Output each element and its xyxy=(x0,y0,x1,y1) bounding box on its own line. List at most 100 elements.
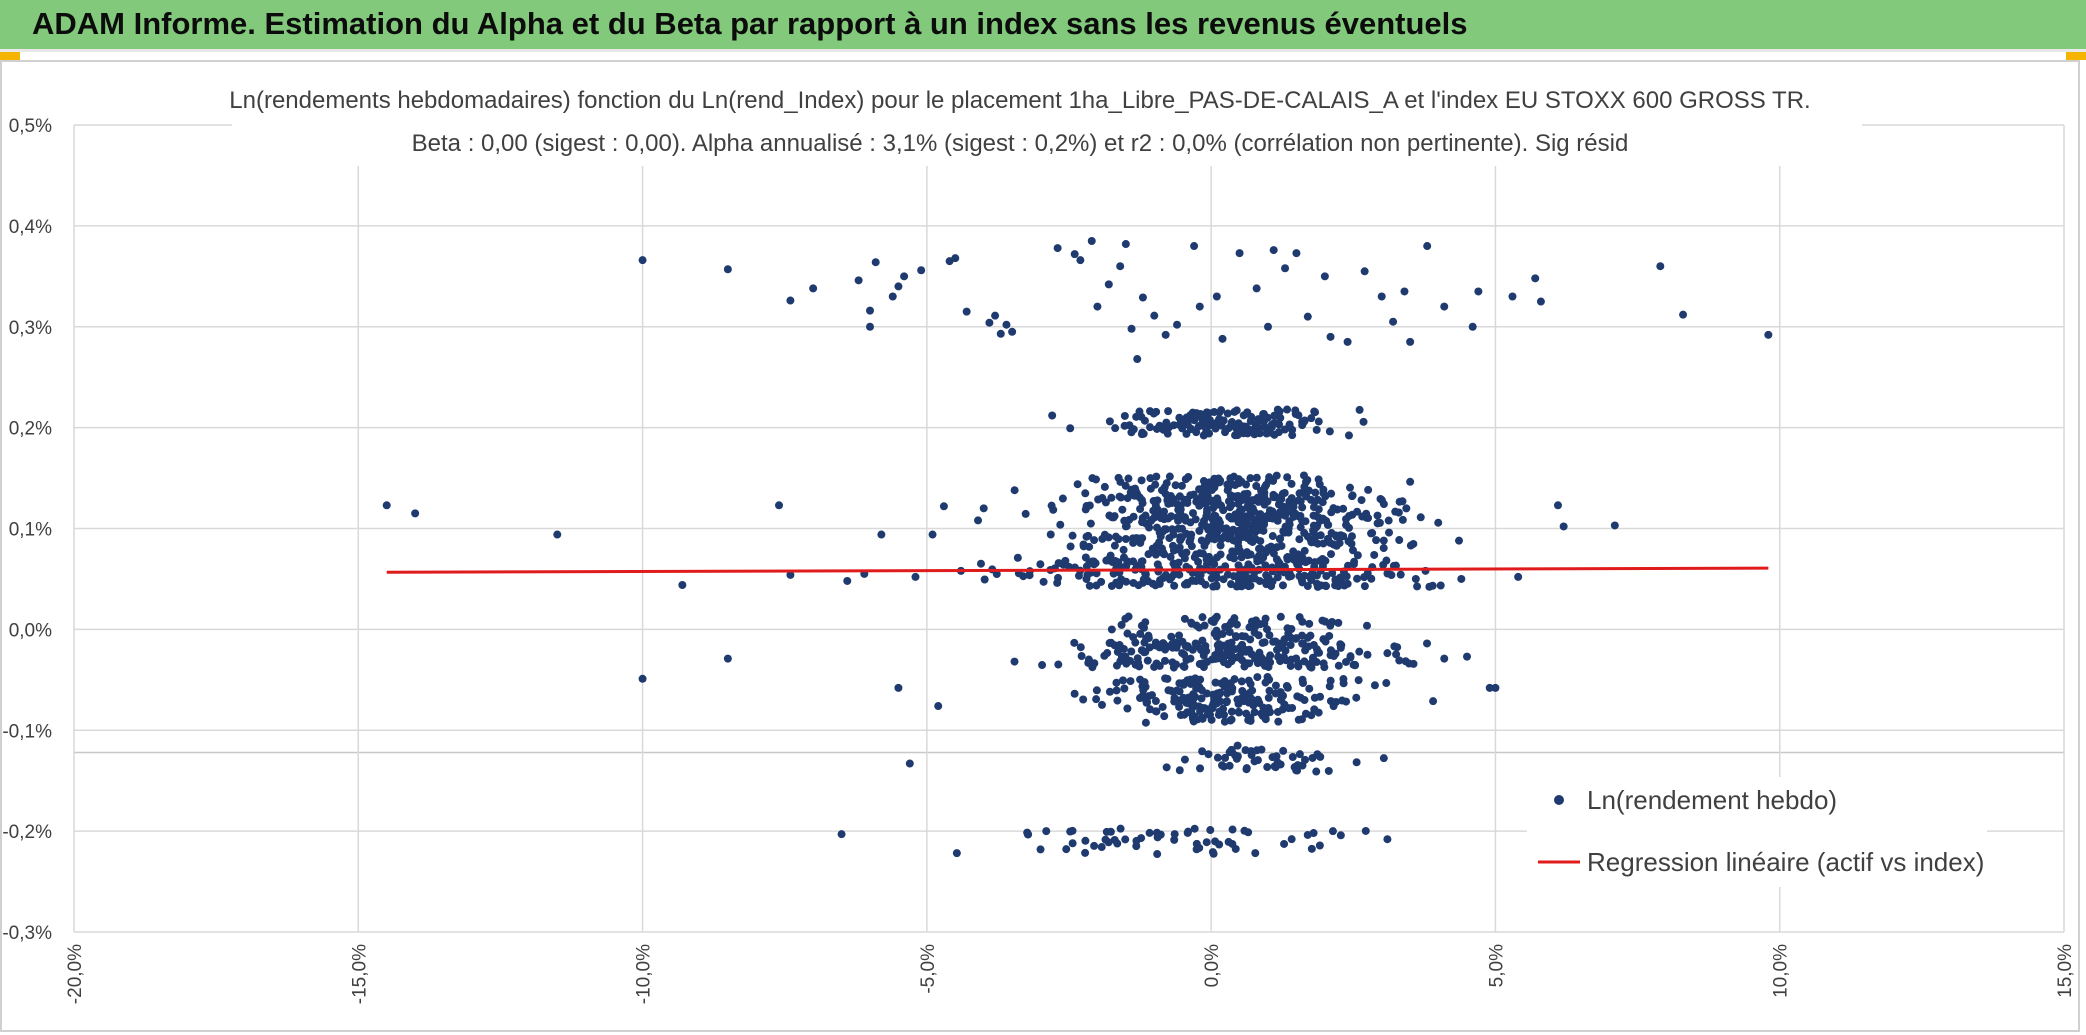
scatter-point xyxy=(1241,645,1250,654)
scatter-point xyxy=(1145,523,1154,532)
scatter-point xyxy=(1137,621,1146,630)
scatter-point xyxy=(1294,662,1303,671)
scatter-point xyxy=(553,530,562,539)
scatter-point xyxy=(1153,505,1162,514)
scatter-point xyxy=(1306,571,1315,580)
scatter-point xyxy=(1311,497,1320,506)
scatter-point xyxy=(1281,522,1290,531)
scatter-point xyxy=(1136,693,1145,702)
scatter-point xyxy=(1318,498,1327,507)
scatter-point xyxy=(1160,656,1169,665)
scatter-point xyxy=(1206,483,1215,492)
scatter-point xyxy=(1266,578,1275,587)
scatter-point xyxy=(1208,848,1217,857)
scatter-point xyxy=(1102,556,1111,565)
scatter-point xyxy=(1299,679,1308,688)
scatter-point xyxy=(1303,633,1312,642)
scatter-point xyxy=(1232,406,1241,415)
scatter-point xyxy=(1309,829,1318,838)
scatter-point xyxy=(1319,659,1328,668)
scatter-point xyxy=(974,516,983,525)
scatter-point xyxy=(1145,643,1154,652)
scatter-point xyxy=(1384,516,1393,525)
scatter-point xyxy=(1255,525,1264,534)
scatter-point xyxy=(1010,657,1019,666)
scatter-point xyxy=(1153,560,1162,569)
scatter-point xyxy=(1150,311,1159,320)
scatter-point xyxy=(1385,528,1394,537)
scatter-point xyxy=(1395,536,1404,545)
scatter-point xyxy=(1175,766,1184,775)
scatter-point xyxy=(1301,558,1310,567)
scatter-point xyxy=(1039,577,1048,586)
scatter-point xyxy=(1092,686,1101,695)
scatter-point xyxy=(1312,658,1321,667)
scatter-point xyxy=(1108,558,1117,567)
scatter-point xyxy=(1328,569,1337,578)
scatter-point xyxy=(1053,244,1062,253)
grid-vertical xyxy=(73,125,2065,932)
scatter-point xyxy=(1531,274,1540,283)
scatter-point xyxy=(1218,334,1227,343)
scatter-point xyxy=(1339,679,1348,688)
scatter-point xyxy=(1180,755,1189,764)
scatter-point xyxy=(1124,474,1133,483)
scatter-point xyxy=(1181,475,1190,484)
scatter-point xyxy=(1211,424,1220,433)
scatter-point xyxy=(1119,545,1128,554)
scatter-point xyxy=(1146,474,1155,483)
scatter-point xyxy=(1277,494,1286,503)
scatter-point xyxy=(1216,476,1225,485)
scatter-point xyxy=(1300,546,1309,555)
scatter-point xyxy=(1109,569,1118,578)
scatter-point xyxy=(1092,581,1101,590)
scatter-point xyxy=(1307,414,1316,423)
scatter-point xyxy=(1129,538,1138,547)
scatter-point xyxy=(1202,408,1211,417)
scatter-point xyxy=(1327,550,1336,559)
scatter-point xyxy=(1195,302,1204,311)
scatter-point xyxy=(1272,752,1281,761)
y-tick-label: -0,2% xyxy=(2,822,52,843)
scatter-point xyxy=(1093,302,1102,311)
scatter-point xyxy=(1101,835,1110,844)
scatter-point xyxy=(1173,320,1182,329)
y-tick-label: 0,3% xyxy=(9,318,52,339)
scatter-point xyxy=(1347,539,1356,548)
scatter-point xyxy=(1107,581,1116,590)
scatter-point xyxy=(1271,681,1280,690)
scatter-point xyxy=(1276,657,1285,666)
scatter-point xyxy=(1104,533,1113,542)
scatter-point xyxy=(1180,650,1189,659)
scatter-point xyxy=(1295,750,1304,759)
scatter-point xyxy=(1202,838,1211,847)
scatter-point xyxy=(1379,536,1388,545)
scatter-point xyxy=(1353,551,1362,560)
scatter-point xyxy=(1287,835,1296,844)
scatter-point xyxy=(1359,417,1368,426)
scatter-point xyxy=(1240,826,1249,835)
scatter-point xyxy=(1081,836,1090,845)
scatter-point xyxy=(1360,582,1369,591)
scatter-point xyxy=(1316,752,1325,761)
scatter-point xyxy=(1073,480,1082,489)
scatter-point xyxy=(1214,710,1223,719)
scatter-point xyxy=(638,256,647,265)
scatter-point xyxy=(1273,645,1282,654)
scatter-point xyxy=(1232,754,1241,763)
scatter-point xyxy=(1201,430,1210,439)
scatter-point xyxy=(1202,522,1211,531)
scatter-point xyxy=(1225,628,1234,637)
scatter-point xyxy=(1107,638,1116,647)
scatter-point xyxy=(1204,559,1213,568)
scatter-point xyxy=(1389,317,1398,326)
scatter-point xyxy=(786,570,795,579)
scatter-point xyxy=(1259,410,1268,419)
scatter-point xyxy=(871,258,880,267)
scatter-point xyxy=(1104,280,1113,289)
scatter-point xyxy=(1344,431,1353,440)
scatter-point xyxy=(1295,558,1304,567)
scatter-point xyxy=(1305,684,1314,693)
scatter-point xyxy=(1288,753,1297,762)
scatter-point xyxy=(1161,571,1170,580)
